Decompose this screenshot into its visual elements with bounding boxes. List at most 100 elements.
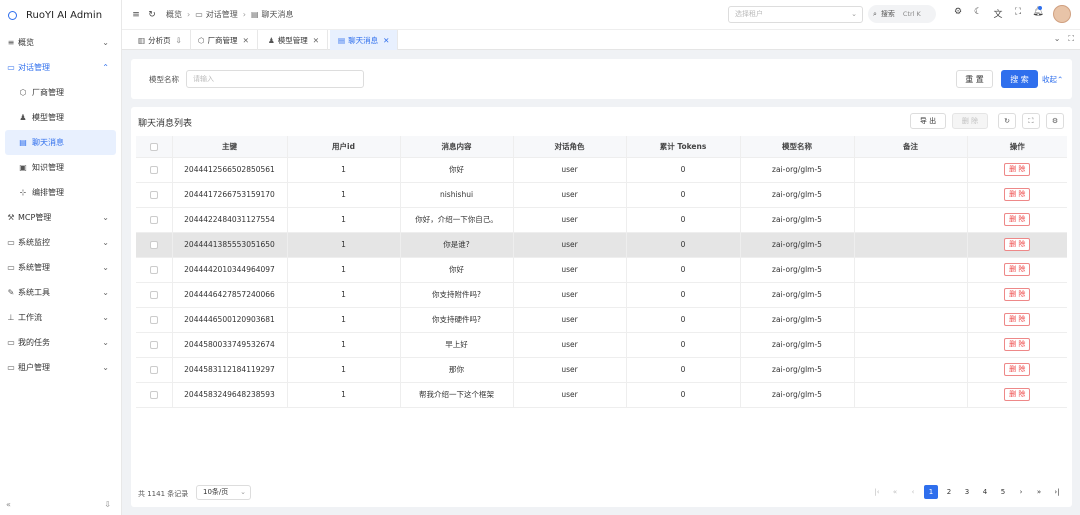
table-row[interactable]: 2044441385553051650 1 你是谁? user 0 zai-org/glm… [136, 232, 1067, 258]
table-row[interactable]: 2044412566502850561 1 你好 user 0 zai-org/glm-5… [136, 157, 1067, 183]
row-delete-button[interactable]: 删 除 [1004, 363, 1031, 376]
sidebar-item-overview[interactable]: ≡ 概览 ⌄ [0, 30, 121, 55]
sidebar-item-system-management[interactable]: ▭ 系统管理 ⌄ [0, 255, 121, 280]
next-page-icon[interactable]: › [1019, 488, 1023, 496]
row-checkbox[interactable] [149, 291, 158, 299]
tab-chat-messages[interactable]: ▤ 聊天消息 ✕ [330, 30, 399, 50]
table-row[interactable]: 2044446427857240066 1 你支持附件吗? user 0 zai-org/… [136, 282, 1067, 308]
settings-icon[interactable]: ⚙ [953, 7, 963, 17]
column-header[interactable]: 模型名称 [740, 136, 855, 158]
row-delete-button[interactable]: 删 除 [1004, 388, 1031, 401]
column-header[interactable]: 用户id [287, 136, 401, 158]
tab-vendor-management[interactable]: ⬡ 厂商管理 ✕ [190, 30, 258, 50]
sidebar-item-mcp[interactable]: ⚒ MCP管理 ⌄ [0, 205, 121, 230]
row-checkbox[interactable] [149, 216, 158, 224]
column-header[interactable]: 累计 Tokens [626, 136, 741, 158]
table-row[interactable]: 2044446500120903681 1 你支持硬件吗? user 0 zai-org/… [136, 307, 1067, 333]
row-checkbox[interactable] [149, 266, 158, 274]
collapse-sidebar-icon[interactable]: « [6, 500, 11, 509]
breadcrumb-item[interactable]: 聊天消息 [261, 10, 294, 19]
row-delete-button[interactable]: 删 除 [1004, 163, 1031, 176]
close-icon[interactable]: ✕ [383, 35, 390, 45]
row-checkbox[interactable] [149, 316, 158, 324]
fullscreen-icon[interactable]: ⛶ [1014, 7, 1022, 17]
close-icon[interactable]: ✕ [312, 35, 320, 45]
app-logo[interactable]: RuoYI AI Admin [0, 0, 121, 30]
row-checkbox[interactable] [149, 241, 158, 249]
breadcrumb-item[interactable]: 概览 [166, 10, 182, 19]
column-header[interactable]: 备注 [854, 136, 968, 158]
row-delete-button[interactable]: 删 除 [1004, 213, 1031, 226]
refresh-icon[interactable]: ↻ [148, 9, 156, 20]
select-all-checkbox[interactable] [149, 142, 158, 151]
theme-toggle-icon[interactable]: ☾ [973, 7, 983, 17]
sidebar-item-workflow[interactable]: ⊥ 工作流 ⌄ [0, 305, 121, 330]
close-icon[interactable]: ✕ [242, 35, 249, 45]
table-row[interactable]: 2044422484031127554 1 你好，介绍一下你自己。 user 0 zai-… [136, 207, 1067, 233]
row-delete-button[interactable]: 删 除 [1004, 338, 1031, 351]
column-settings-icon[interactable]: ⚙ [1046, 113, 1064, 129]
breadcrumb-item[interactable]: 对话管理 [205, 10, 238, 19]
batch-delete-button[interactable]: 删 除 [952, 113, 988, 129]
fullscreen-icon[interactable]: ⛶ [1022, 113, 1040, 129]
table-row[interactable]: 2044583112184119297 1 那你 user 0 zai-org/glm-5… [136, 357, 1067, 383]
row-checkbox[interactable] [149, 366, 158, 374]
tab-analysis[interactable]: ▥ 分析页 ⇩ [130, 30, 191, 50]
row-delete-button[interactable]: 删 除 [1004, 188, 1031, 201]
sidebar-item-vendor-management[interactable]: ⬡ 厂商管理 [0, 80, 121, 105]
page-button[interactable]: 4 [982, 488, 988, 496]
column-header[interactable]: 主键 [172, 136, 288, 158]
sidebar-item-chat-management[interactable]: ▭ 对话管理 ⌃ [0, 55, 121, 80]
table-row[interactable]: 2044583249648238593 1 帮我介绍一下这个框架 user 0 zai-o… [136, 382, 1067, 408]
sidebar-item-orchestration-management[interactable]: ⊹ 编排管理 [0, 180, 121, 205]
model-name-input[interactable]: 请输入 [186, 70, 364, 88]
next-five-icon[interactable]: » [1036, 488, 1042, 496]
row-checkbox[interactable] [149, 166, 158, 174]
refresh-icon[interactable]: ↻ [998, 113, 1016, 129]
page-size-select[interactable]: 10条/页 ⌄ [196, 485, 251, 500]
prev-page-icon[interactable]: ‹ [911, 488, 915, 496]
search-button[interactable]: 搜 索 [1001, 70, 1038, 88]
row-delete-button[interactable]: 删 除 [1004, 313, 1031, 326]
row-checkbox[interactable] [149, 391, 158, 399]
row-delete-button[interactable]: 删 除 [1004, 263, 1031, 276]
first-page-icon[interactable]: |‹ [874, 488, 880, 496]
translate-icon[interactable]: 文 [993, 10, 1003, 20]
table-row[interactable]: 2044580033749532674 1 早上好 user 0 zai-org/glm-… [136, 332, 1067, 358]
row-checkbox[interactable] [149, 191, 158, 199]
chevron-down-icon[interactable]: ⌄ [1053, 34, 1061, 43]
column-header[interactable]: 操作 [967, 136, 1067, 158]
sidebar-item-system-monitor[interactable]: ▭ 系统监控 ⌄ [0, 230, 121, 255]
tenant-select[interactable]: 选择租户 ⌄ [728, 6, 863, 23]
page-button[interactable]: 5 [1000, 488, 1006, 496]
column-header[interactable]: 对话角色 [513, 136, 627, 158]
row-delete-button[interactable]: 删 除 [1004, 288, 1031, 301]
column-header[interactable]: 消息内容 [400, 136, 514, 158]
sidebar-item-system-tools[interactable]: ✎ 系统工具 ⌄ [0, 280, 121, 305]
tab-model-management[interactable]: ♟ 模型管理 ✕ [260, 30, 329, 50]
collapse-button[interactable]: 收起⌃ [1042, 74, 1063, 85]
sidebar-item-chat-messages[interactable]: ▤ 聊天消息 [5, 130, 116, 155]
page-button[interactable]: 2 [946, 488, 952, 496]
sidebar-item-my-tasks[interactable]: ▭ 我的任务 ⌄ [0, 330, 121, 355]
page-button[interactable]: 1 [924, 485, 938, 499]
sidebar-item-model-management[interactable]: ♟ 模型管理 [0, 105, 121, 130]
maximize-icon[interactable]: ⛶ [1068, 34, 1074, 43]
global-search[interactable]: ⌕ 搜索 Ctrl K [868, 5, 936, 23]
export-button[interactable]: 导 出 [910, 113, 946, 129]
reset-button[interactable]: 重 置 [956, 70, 993, 88]
row-delete-button[interactable]: 删 除 [1004, 238, 1031, 251]
last-page-icon[interactable]: ›| [1054, 488, 1060, 496]
page-button[interactable]: 3 [964, 488, 970, 496]
table-row[interactable]: 2044417266753159170 1 nishishui user 0 zai-or… [136, 182, 1067, 208]
menu-toggle-icon[interactable]: ≡ [132, 9, 140, 20]
sidebar-item-tenant-management[interactable]: ▭ 租户管理 ⌄ [0, 355, 121, 380]
table-row[interactable]: 2044442010344964097 1 你好 user 0 zai-org/glm-5… [136, 257, 1067, 283]
row-checkbox[interactable] [149, 341, 158, 349]
pin-icon[interactable]: ⇩ [175, 35, 182, 45]
prev-five-icon[interactable]: « [892, 488, 898, 496]
bell-icon[interactable]: 🔔︎ [1032, 7, 1044, 17]
avatar[interactable] [1053, 5, 1071, 23]
pin-icon[interactable]: ⇩ [104, 500, 111, 509]
sidebar-item-knowledge-management[interactable]: ▣ 知识管理 [0, 155, 121, 180]
